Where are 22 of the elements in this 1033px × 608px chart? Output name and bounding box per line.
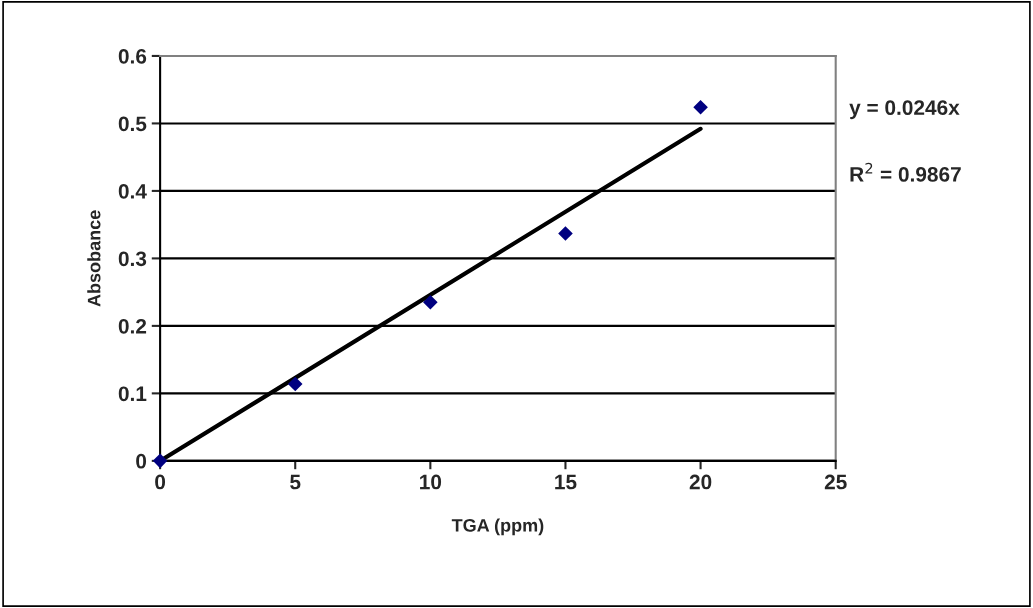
y-tick-label: 0.4 (118, 183, 147, 199)
x-tick-label: 25 (824, 474, 847, 490)
x-tick-label: 10 (420, 474, 442, 490)
y-tick-label: 0 (136, 453, 147, 469)
x-tick-label: 20 (689, 474, 712, 490)
y-tick-label: 0.6 (118, 48, 147, 64)
point (287, 376, 303, 392)
text: R$^{2}$ = 0.9867 (850, 162, 961, 182)
point (152, 453, 168, 469)
y-tick-label: 0.1 (118, 386, 147, 402)
x-axis-title: TGA (ppm) (451, 518, 544, 536)
point (558, 226, 573, 241)
x-tick-label: 5 (290, 474, 301, 490)
y-axis-title: Absobance (87, 210, 101, 307)
point (423, 294, 438, 310)
point (693, 99, 708, 115)
y-tick-label: 0.2 (118, 318, 147, 334)
x-tick-label: 15 (555, 474, 577, 490)
text: y = 0.0246x (849, 100, 960, 120)
x-tick-label: 0 (155, 474, 166, 490)
y-tick-label: 0.3 (118, 251, 147, 267)
y-tick-label: 0.5 (118, 116, 147, 132)
